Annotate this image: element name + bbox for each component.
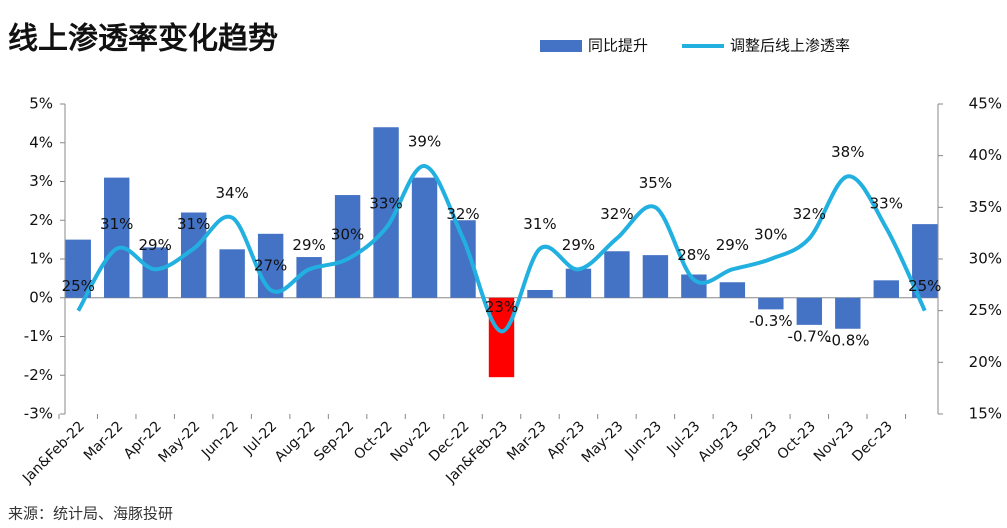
bar (411, 177, 438, 298)
bar (257, 233, 284, 298)
line-label: 30% (754, 226, 787, 244)
legend-swatch (540, 40, 582, 52)
legend-label: 调整后线上渗透率 (730, 37, 850, 55)
line-label: 34% (215, 184, 248, 202)
bar (104, 177, 130, 298)
x-tick-label: Aug-22 (272, 418, 319, 465)
y-tick-label: -2% (24, 366, 53, 384)
line (76, 164, 927, 334)
line-label: 29% (292, 236, 325, 254)
bar (527, 290, 553, 298)
y-tick-label: 2% (29, 211, 53, 229)
line-label: 23% (485, 298, 518, 316)
line-label: 32% (446, 205, 479, 223)
y2-tick-label: 25% (969, 301, 1002, 319)
y-tick-label: 4% (29, 133, 53, 151)
source: 来源：统计局、海豚投研 (8, 505, 173, 523)
legend-label: 同比提升 (588, 37, 648, 55)
line-label: 29% (562, 236, 595, 254)
line-label: 33% (369, 195, 402, 213)
bar (565, 268, 592, 298)
bar-label: -0.8% (826, 331, 870, 349)
x-tick-label: Nov-22 (388, 418, 435, 465)
bar (719, 282, 746, 298)
line-label: 29% (716, 236, 749, 254)
y-tick-label: 1% (29, 250, 53, 268)
x-tick-label: Jun-23 (621, 418, 665, 462)
line-label: 25% (62, 277, 95, 295)
x-tick-label: Nov-23 (811, 418, 858, 465)
line-label: 29% (139, 236, 172, 254)
line-label: 25% (908, 277, 941, 295)
y-tick-label: -3% (24, 405, 53, 423)
y2-tick-label: 20% (969, 353, 1002, 371)
line-label: 33% (870, 195, 903, 213)
x-tick-label: Mar-23 (504, 418, 550, 464)
y2-tick-label: 30% (969, 250, 1002, 268)
bar (912, 224, 938, 298)
x-tick-label: Jun-22 (198, 418, 242, 462)
y2-tick-label: 35% (969, 198, 1002, 216)
bar-label: -0.7% (788, 327, 832, 345)
line-label: 35% (639, 174, 672, 192)
x-tick-label: May-22 (156, 418, 204, 466)
line-label: 38% (831, 143, 864, 161)
bar (488, 297, 515, 378)
x-tick-label: Mar-22 (81, 418, 127, 464)
line-label: 32% (793, 205, 826, 223)
x-tick-label: Aug-23 (695, 418, 742, 465)
x-tick-label: Sep-22 (311, 418, 357, 464)
x-tick-label: May-23 (579, 418, 627, 466)
line-label: 31% (100, 215, 133, 233)
chart-title: 线上渗透率变化趋势 (8, 22, 278, 57)
x-tick-label: Jan&Feb-22 (19, 418, 88, 487)
x-tick-label: Sep-23 (734, 418, 780, 464)
bar (873, 280, 899, 298)
bar (219, 249, 245, 298)
line-label: 31% (177, 215, 210, 233)
line-label: 28% (677, 246, 710, 264)
bar (604, 251, 630, 298)
y2-tick-label: 45% (969, 95, 1002, 113)
line-label: 27% (254, 257, 287, 275)
y-tick-label: -1% (24, 327, 53, 345)
bar (681, 274, 707, 298)
line-label: 32% (600, 205, 633, 223)
y2-tick-label: 40% (969, 146, 1002, 164)
y-tick-label: 0% (29, 288, 53, 306)
y-tick-label: 5% (29, 95, 53, 113)
bar (796, 297, 823, 325)
y-tick-label: 3% (29, 172, 53, 190)
y2-tick-label: 15% (969, 405, 1002, 423)
bar (835, 297, 861, 329)
bar-label: -0.3% (749, 312, 793, 330)
line-label: 39% (408, 133, 441, 151)
bar (758, 297, 784, 310)
bar (642, 255, 669, 298)
line-label: 30% (331, 226, 364, 244)
bar (65, 239, 91, 298)
line-label: 31% (523, 215, 556, 233)
x-tick-label: Dec-23 (849, 418, 896, 465)
bar (334, 195, 361, 298)
bar (142, 247, 168, 298)
